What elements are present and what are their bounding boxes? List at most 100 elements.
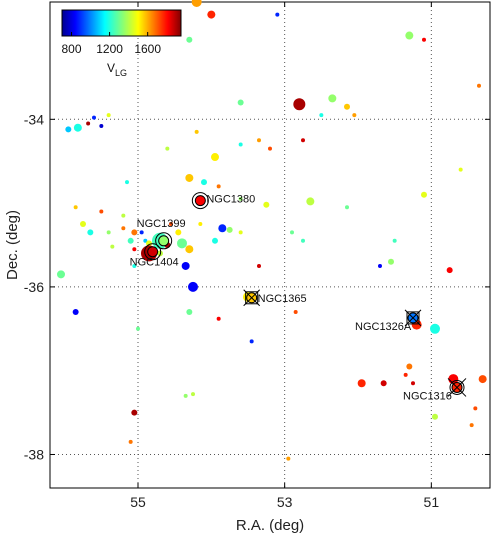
data-point <box>165 146 170 151</box>
data-point <box>128 439 133 444</box>
data-point <box>87 229 94 236</box>
data-point <box>211 153 219 162</box>
data-point <box>301 238 305 243</box>
data-point <box>181 261 190 270</box>
data-point <box>469 423 474 428</box>
data-point <box>185 245 194 254</box>
data-point <box>268 146 272 151</box>
data-point <box>198 222 203 227</box>
data-point <box>177 238 187 249</box>
data-point <box>422 37 426 42</box>
colorbar-title-main: V <box>107 61 115 75</box>
galaxy-ring <box>144 243 162 261</box>
data-point <box>191 392 195 397</box>
y-tick-label: -34 <box>24 111 44 127</box>
data-point <box>185 173 194 182</box>
data-point <box>72 309 79 316</box>
colorbar-tick-label: 1200 <box>96 42 123 56</box>
galaxy-square <box>245 291 259 305</box>
data-point <box>218 224 227 233</box>
data-point <box>73 123 82 132</box>
data-point <box>92 115 96 120</box>
galaxy-core <box>194 195 206 207</box>
named-galaxy-markers: NGC1380 NGC1399 NGC1404 NGC1365 NGC1326A NGC1… <box>130 192 467 402</box>
data-point <box>121 213 126 218</box>
x-axis-title: R.A. (deg) <box>236 517 304 534</box>
axis-ticks: 55 53 51 -34 -36 -38 <box>24 2 490 510</box>
galaxy-label: NGC1365 <box>258 293 307 305</box>
data-point <box>257 263 261 268</box>
galaxy-core <box>147 246 159 258</box>
data-point <box>432 413 438 420</box>
data-point <box>257 138 261 143</box>
data-point <box>328 94 337 103</box>
data-point <box>99 124 104 129</box>
galaxy-label: NGC1404 <box>130 257 179 269</box>
data-point <box>286 456 291 461</box>
data-point <box>146 240 152 247</box>
data-point <box>183 393 188 398</box>
data-point <box>306 197 315 206</box>
data-point <box>388 258 394 265</box>
data-point <box>238 142 243 147</box>
data-point <box>378 263 382 268</box>
data-point <box>106 230 111 235</box>
colorbar-tick-label: 800 <box>62 42 82 56</box>
galaxy-ring <box>449 379 465 395</box>
data-point <box>131 229 138 236</box>
data-point <box>139 230 144 235</box>
galaxy-cross <box>404 309 422 327</box>
colorbar: 800 1200 1600 VLG <box>61 9 182 78</box>
data-point <box>319 113 324 118</box>
galaxy-label: NGC1380 <box>206 194 255 206</box>
data-point <box>194 129 199 134</box>
galaxy-cross <box>447 378 467 397</box>
galaxy-ring <box>155 232 173 250</box>
galaxy-label: NGC1316 <box>403 390 452 402</box>
data-point <box>275 12 280 17</box>
data-point <box>406 363 413 370</box>
data-point <box>65 126 72 133</box>
data-point <box>263 201 270 208</box>
data-point <box>80 221 86 228</box>
data-point <box>186 36 193 43</box>
data-point <box>73 205 78 210</box>
data-point <box>430 323 440 334</box>
data-point <box>99 209 104 214</box>
data-point <box>421 191 427 198</box>
data-point <box>301 138 305 143</box>
galaxy-ring <box>191 192 209 210</box>
data-point <box>136 326 140 331</box>
data-point <box>212 237 218 244</box>
data-point <box>345 205 349 210</box>
data-point <box>121 226 126 231</box>
data-point <box>403 372 408 377</box>
data-point <box>392 238 397 243</box>
data-point <box>380 380 387 387</box>
data-point <box>201 179 207 186</box>
data-point <box>106 113 111 118</box>
data-point <box>478 375 487 384</box>
data-point <box>143 238 148 243</box>
y-tick-label: -38 <box>24 446 44 462</box>
data-point <box>293 310 298 315</box>
grid-lines <box>50 2 490 488</box>
data-point <box>458 167 463 172</box>
galaxy-core <box>158 235 170 247</box>
data-point <box>293 98 306 111</box>
data-point <box>125 180 129 185</box>
data-point <box>249 339 254 344</box>
data-point <box>110 244 115 249</box>
data-point <box>405 31 414 40</box>
plot-frame <box>49 1 491 489</box>
colorbar-tick-label: 1600 <box>134 42 161 56</box>
colorbar-title: VLG <box>107 61 127 78</box>
data-point <box>216 184 221 189</box>
data-point <box>132 263 137 268</box>
data-point <box>411 381 415 386</box>
galaxy-label: NGC1326A <box>355 321 412 333</box>
data-point <box>226 226 233 233</box>
y-axis-title: Dec. (deg) <box>4 210 21 280</box>
data-point <box>207 10 216 19</box>
